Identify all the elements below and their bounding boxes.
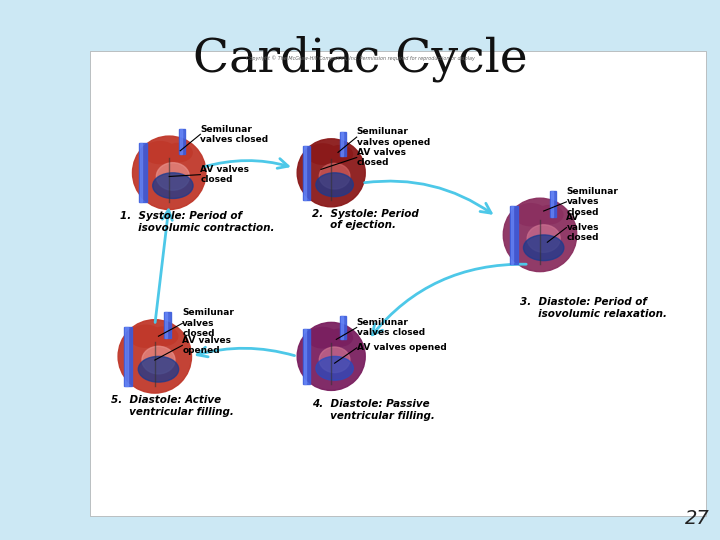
Bar <box>341 132 343 156</box>
Text: AV valves opened: AV valves opened <box>356 343 446 353</box>
Bar <box>304 329 306 383</box>
Text: Semilunar
valves
closed: Semilunar valves closed <box>567 187 618 217</box>
Bar <box>166 312 167 338</box>
Ellipse shape <box>503 198 577 272</box>
Bar <box>510 206 513 264</box>
Bar <box>164 312 171 338</box>
Ellipse shape <box>319 164 350 189</box>
Text: AV
valves
closed: AV valves closed <box>567 213 599 242</box>
Bar <box>179 129 185 154</box>
Ellipse shape <box>297 139 365 207</box>
Text: AV valves
closed: AV valves closed <box>356 148 405 167</box>
Text: Copyright © The McGraw-Hill Companies, Inc. Permission required for reproduction: Copyright © The McGraw-Hill Companies, I… <box>246 55 474 61</box>
Text: AV valves
opened: AV valves opened <box>182 336 231 355</box>
Ellipse shape <box>118 320 192 393</box>
Ellipse shape <box>138 356 179 382</box>
Bar <box>125 327 132 386</box>
Bar <box>340 132 346 156</box>
Ellipse shape <box>327 146 353 163</box>
Text: 5.  Diastole: Active
     ventricular filling.: 5. Diastole: Active ventricular filling. <box>111 395 233 416</box>
Text: 1.  Systole: Period of
     isovolumic contraction.: 1. Systole: Period of isovolumic contrac… <box>120 211 274 233</box>
Ellipse shape <box>150 327 178 346</box>
Bar <box>180 129 181 154</box>
Ellipse shape <box>327 329 353 346</box>
Text: 2.  Systole: Period
     of ejection.: 2. Systole: Period of ejection. <box>312 208 419 230</box>
Ellipse shape <box>129 325 162 347</box>
Ellipse shape <box>514 204 547 226</box>
FancyBboxPatch shape <box>90 51 706 516</box>
Bar <box>340 315 346 339</box>
Bar <box>551 191 552 217</box>
Ellipse shape <box>153 173 193 199</box>
Text: AV valves
closed: AV valves closed <box>200 165 249 184</box>
Bar <box>125 327 127 386</box>
Ellipse shape <box>132 136 206 210</box>
Bar <box>139 144 147 202</box>
Bar <box>304 146 306 200</box>
Bar <box>303 329 310 383</box>
Ellipse shape <box>319 347 350 373</box>
Text: Semilunar
valves closed: Semilunar valves closed <box>200 125 269 144</box>
Text: Semilunar
valves closed: Semilunar valves closed <box>356 318 425 337</box>
Ellipse shape <box>527 225 560 252</box>
Ellipse shape <box>307 144 338 164</box>
Ellipse shape <box>536 206 563 224</box>
Text: 4.  Diastole: Passive
     ventricular filling.: 4. Diastole: Passive ventricular filling… <box>312 399 436 421</box>
Bar <box>341 315 343 339</box>
Text: 27: 27 <box>685 509 710 528</box>
Ellipse shape <box>316 356 354 380</box>
Ellipse shape <box>297 322 365 390</box>
Ellipse shape <box>523 235 564 261</box>
Bar <box>510 206 518 264</box>
Ellipse shape <box>316 173 354 197</box>
Text: Semilunar
valves
closed: Semilunar valves closed <box>182 308 234 338</box>
Text: Semilunar
valves opened: Semilunar valves opened <box>356 127 430 147</box>
Bar <box>303 146 310 200</box>
Ellipse shape <box>307 327 338 348</box>
Bar <box>549 191 556 217</box>
Ellipse shape <box>143 141 176 164</box>
Text: Cardiac Cycle: Cardiac Cycle <box>193 35 527 82</box>
Bar <box>140 144 142 202</box>
Ellipse shape <box>165 144 192 162</box>
Text: 3.  Diastole: Period of
     isovolumic relaxation.: 3. Diastole: Period of isovolumic relaxa… <box>520 298 667 319</box>
Ellipse shape <box>156 163 189 190</box>
Ellipse shape <box>142 346 175 374</box>
